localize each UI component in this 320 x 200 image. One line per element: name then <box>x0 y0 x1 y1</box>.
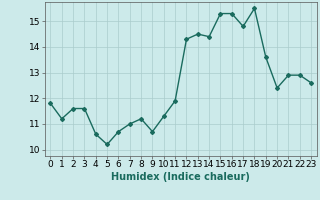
X-axis label: Humidex (Indice chaleur): Humidex (Indice chaleur) <box>111 172 250 182</box>
